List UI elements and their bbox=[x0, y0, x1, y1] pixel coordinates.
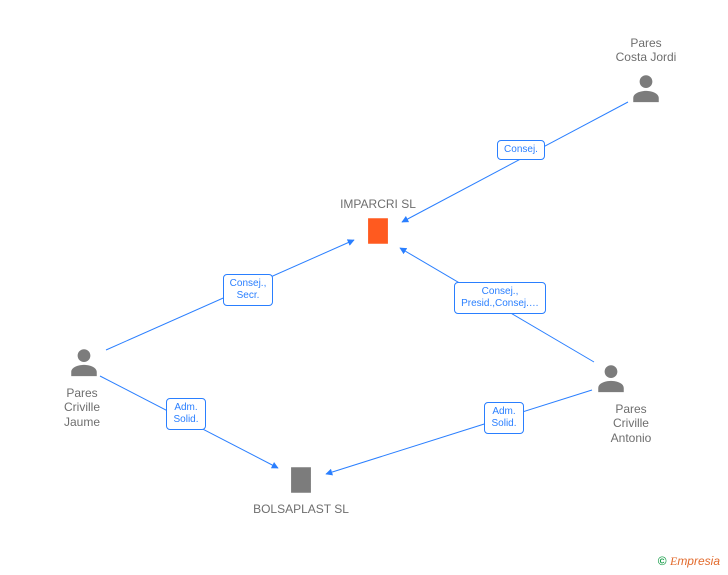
building-icon bbox=[284, 463, 318, 497]
node-bolsaplast[interactable] bbox=[284, 463, 318, 502]
person-icon bbox=[629, 71, 663, 105]
edge-label-parescrivilleantonio-imparcri: Consej., Presid.,Consej.… bbox=[454, 282, 546, 314]
edge-label-parescosta-imparcri: Consej. bbox=[497, 140, 545, 160]
node-label-imparcri: IMPARCRI SL bbox=[340, 197, 416, 211]
edge-label-parescrivillejaume-bolsaplast: Adm. Solid. bbox=[166, 398, 205, 430]
edge-parescosta-imparcri bbox=[402, 102, 628, 222]
copyright-symbol: © bbox=[658, 554, 667, 568]
person-icon bbox=[594, 361, 628, 395]
node-imparcri[interactable] bbox=[361, 214, 395, 253]
edge-parescrivilleantonio-bolsaplast bbox=[326, 390, 592, 474]
node-label-parescrivilleantonio: Pares Criville Antonio bbox=[611, 402, 652, 445]
person-icon bbox=[67, 345, 101, 379]
node-parescosta[interactable] bbox=[629, 71, 663, 110]
diagram-canvas bbox=[0, 0, 728, 575]
attribution: © Empresia bbox=[658, 554, 720, 569]
node-label-bolsaplast: BOLSAPLAST SL bbox=[253, 502, 349, 516]
building-icon bbox=[361, 214, 395, 248]
brand-name: Empresia bbox=[670, 554, 720, 568]
node-label-parescosta: Pares Costa Jordi bbox=[616, 36, 677, 65]
node-label-parescrivillejaume: Pares Criville Jaume bbox=[64, 386, 100, 429]
node-parescrivilleantonio[interactable] bbox=[594, 361, 628, 400]
edge-label-parescrivillejaume-imparcri: Consej., Secr. bbox=[223, 274, 274, 306]
edge-label-parescrivilleantonio-bolsaplast: Adm. Solid. bbox=[484, 402, 523, 434]
node-parescrivillejaume[interactable] bbox=[67, 345, 101, 384]
